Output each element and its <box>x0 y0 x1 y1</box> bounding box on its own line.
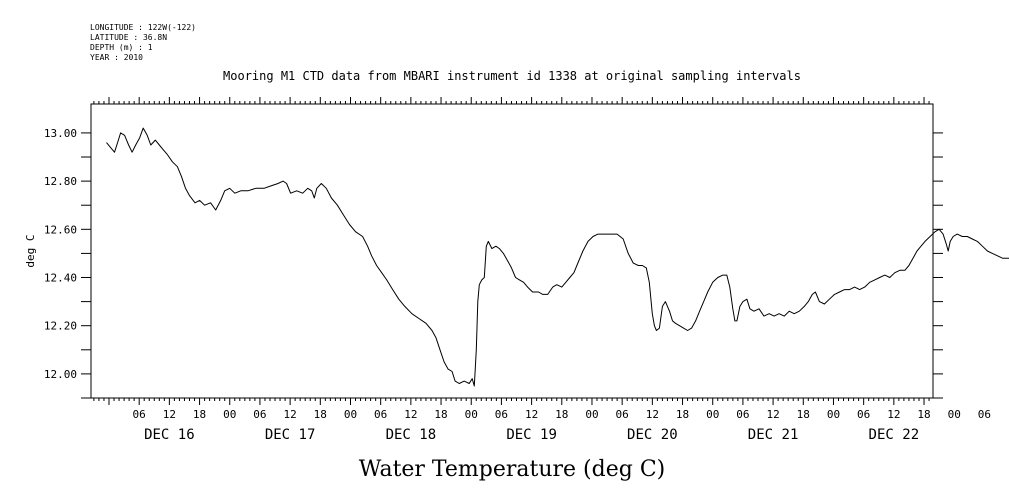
water-temperature-line <box>106 127 1009 387</box>
y-tick-label: 12.00 <box>44 368 77 381</box>
metadata-block: LONGITUDE : 122W(-122) LATITUDE : 36.8N … <box>90 23 196 62</box>
x-hour-label: 00 <box>706 408 719 421</box>
x-hour-label: 06 <box>857 408 870 421</box>
x-hour-label: 18 <box>797 408 810 421</box>
x-hour-label: 12 <box>283 408 296 421</box>
y-tick-label: 12.80 <box>44 175 77 188</box>
x-hour-label: 18 <box>314 408 327 421</box>
y-tick-label: 12.40 <box>44 272 77 285</box>
chart-title: Mooring M1 CTD data from MBARI instrumen… <box>223 69 801 83</box>
x-hour-label: 06 <box>374 408 387 421</box>
x-hour-label: 00 <box>827 408 840 421</box>
x-day-label: DEC 22 <box>869 427 920 443</box>
longitude-text: LONGITUDE : 122W(-122) <box>90 23 196 32</box>
x-day-label: DEC 20 <box>627 427 678 443</box>
x-hour-label: 12 <box>163 408 176 421</box>
y-tick-labels: 12.00 12.20 12.40 12.60 12.80 13.00 <box>44 127 77 381</box>
y-tick-label: 13.00 <box>44 127 77 140</box>
x-hour-label: 18 <box>676 408 689 421</box>
x-tick-labels: 06 12 18 00 06 12 18 00 06 12 18 00 06 12 18 00 06 12 18 00… <box>133 408 1009 443</box>
x-hour-label: 12 <box>404 408 417 421</box>
x-hour-label: 06 <box>978 408 991 421</box>
x-hour-label: 06 <box>133 408 146 421</box>
x-hour-label: 18 <box>555 408 568 421</box>
x-hour-label: 00 <box>948 408 961 421</box>
x-hour-label: 00 <box>223 408 236 421</box>
x-axis-label: Water Temperature (deg C) <box>359 457 666 482</box>
x-hour-label: 00 <box>465 408 478 421</box>
x-day-label: DEC 19 <box>506 427 557 443</box>
y-tick-label: 12.20 <box>44 320 77 333</box>
x-hour-label: 12 <box>525 408 538 421</box>
x-day-label: DEC 18 <box>386 427 437 443</box>
x-hour-label: 12 <box>646 408 659 421</box>
x-hour-label: 18 <box>917 408 930 421</box>
depth-text: DEPTH (m) : 1 <box>90 43 153 52</box>
x-hour-label: 06 <box>253 408 266 421</box>
plot-frame <box>90 103 934 399</box>
data-series <box>106 127 1009 387</box>
year-text: YEAR : 2010 <box>90 53 143 62</box>
x-hour-label: 12 <box>1008 408 1009 421</box>
latitude-text: LATITUDE : 36.8N <box>90 33 167 42</box>
y-axis-label: deg C <box>24 234 37 267</box>
x-hour-label: 06 <box>495 408 508 421</box>
x-hour-label: 18 <box>434 408 447 421</box>
x-hour-label: 12 <box>887 408 900 421</box>
x-hour-label: 00 <box>585 408 598 421</box>
x-day-label: DEC 21 <box>748 427 799 443</box>
tick-marks <box>81 97 943 405</box>
x-day-label: DEC 16 <box>144 427 195 443</box>
x-day-label: DEC 17 <box>265 427 316 443</box>
y-tick-label: 12.60 <box>44 223 77 236</box>
x-hour-label: 06 <box>736 408 749 421</box>
x-hour-label: 06 <box>616 408 629 421</box>
x-hour-label: 12 <box>766 408 779 421</box>
x-hour-label: 00 <box>344 408 357 421</box>
x-hour-label: 18 <box>193 408 206 421</box>
